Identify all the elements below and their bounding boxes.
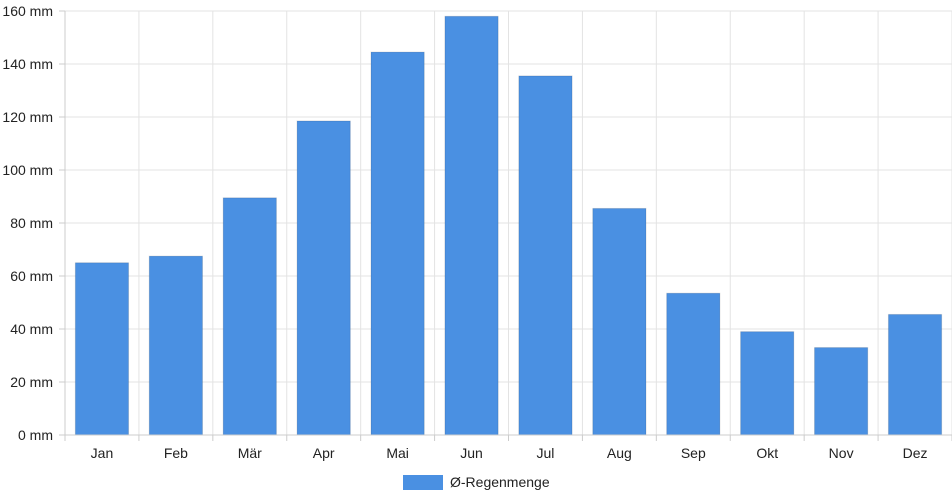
bar-dez: [887, 313, 943, 436]
x-tick-label: Jan: [91, 445, 114, 461]
bar-okt: [740, 331, 795, 436]
bar-jan: [74, 262, 130, 436]
bar-sep: [666, 292, 721, 436]
bar-jul: [518, 75, 573, 436]
axes: [59, 10, 952, 441]
bar-mai: [370, 51, 425, 436]
y-tick-label: 160 mm: [2, 3, 53, 19]
y-tick-label: 100 mm: [2, 162, 53, 178]
legend: Ø-Regenmenge: [403, 474, 550, 490]
legend-swatch: [403, 475, 443, 490]
y-axis-labels: 0 mm 20 mm 40 mm 60 mm 80 mm 100 mm 120 mm 140 …: [2, 3, 53, 443]
legend-label: Ø-Regenmenge: [450, 474, 550, 490]
bar-feb: [148, 255, 203, 436]
y-tick-label: 120 mm: [2, 109, 53, 125]
y-tick-label: 80 mm: [10, 215, 53, 231]
x-tick-label: Mär: [238, 445, 262, 461]
y-tick-label: 20 mm: [10, 374, 53, 390]
x-tick-label: Aug: [607, 445, 632, 461]
grid-lines: [64, 10, 952, 436]
x-tick-label: Okt: [756, 445, 778, 461]
bar-nov: [814, 347, 869, 436]
x-tick-label: Feb: [164, 445, 188, 461]
x-tick-label: Apr: [313, 445, 335, 461]
y-tick-label: 40 mm: [10, 321, 53, 337]
x-tick-label: Mai: [386, 445, 409, 461]
bar-aug: [592, 207, 647, 436]
bars: [74, 15, 943, 436]
bar-apr: [296, 120, 351, 436]
x-tick-label: Dez: [903, 445, 928, 461]
x-axis-labels: Jan Feb Mär Apr Mai Jun Jul Aug Sep Okt Nov Dez: [91, 445, 928, 461]
x-tick-label: Sep: [681, 445, 706, 461]
y-tick-label: 0 mm: [18, 427, 53, 443]
x-tick-label: Jul: [537, 445, 555, 461]
bar-mär: [222, 197, 277, 436]
y-tick-label: 60 mm: [10, 268, 53, 284]
y-tick-label: 140 mm: [2, 56, 53, 72]
bar-jun: [444, 15, 499, 436]
x-tick-label: Nov: [829, 445, 854, 461]
x-tick-label: Jun: [460, 445, 483, 461]
